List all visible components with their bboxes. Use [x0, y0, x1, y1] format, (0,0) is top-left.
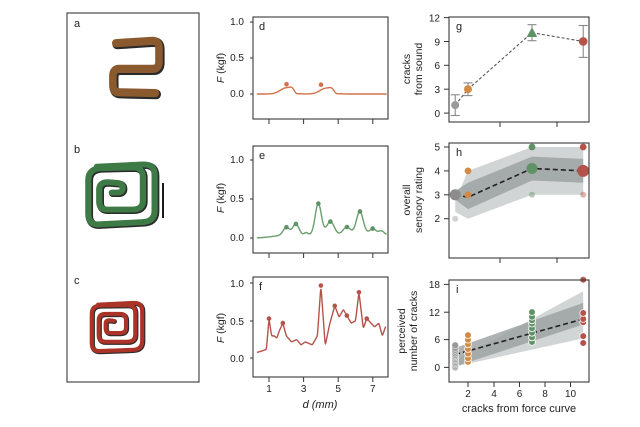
svg-text:number of cracks: number of cracks	[408, 291, 420, 372]
svg-text:a: a	[74, 18, 81, 30]
svg-text:5: 5	[434, 143, 440, 154]
svg-text:10: 10	[565, 389, 577, 400]
svg-text:6: 6	[434, 61, 440, 72]
svg-text:2: 2	[465, 389, 471, 400]
svg-text:3: 3	[301, 384, 307, 395]
svg-text:i: i	[456, 284, 458, 296]
svg-text:cracks: cracks	[401, 54, 413, 84]
svg-text:8: 8	[542, 389, 548, 400]
svg-text:6: 6	[434, 335, 440, 346]
svg-text:F (kgf): F (kgf)	[215, 183, 227, 213]
svg-text:0.0: 0.0	[230, 354, 244, 365]
svg-text:0.0: 0.0	[230, 233, 244, 244]
svg-text:0: 0	[434, 109, 440, 120]
svg-text:cracks from force curve: cracks from force curve	[462, 403, 576, 415]
svg-text:g: g	[456, 21, 462, 33]
svg-text:2: 2	[434, 214, 440, 225]
svg-text:h: h	[456, 147, 462, 159]
svg-text:4: 4	[434, 166, 440, 177]
svg-text:1.0: 1.0	[230, 279, 244, 290]
svg-text:1: 1	[266, 384, 272, 395]
svg-text:12: 12	[429, 14, 441, 25]
svg-text:4: 4	[491, 389, 497, 400]
svg-text:d: d	[259, 21, 265, 33]
svg-text:1.0: 1.0	[230, 17, 244, 28]
svg-text:9: 9	[434, 37, 440, 48]
svg-text:7: 7	[370, 384, 376, 395]
svg-text:0.5: 0.5	[230, 53, 244, 64]
svg-text:0.0: 0.0	[230, 89, 244, 100]
svg-text:overall: overall	[401, 185, 413, 216]
svg-text:sensory rating: sensory rating	[413, 167, 425, 233]
svg-text:0: 0	[434, 363, 440, 374]
svg-text:b: b	[74, 144, 80, 156]
svg-text:c: c	[74, 275, 80, 287]
svg-text:perceived: perceived	[396, 308, 408, 354]
svg-text:F (kgf): F (kgf)	[215, 313, 227, 343]
svg-text:F (kgf): F (kgf)	[215, 53, 227, 83]
svg-text:5: 5	[335, 384, 341, 395]
svg-text:e: e	[259, 150, 265, 162]
svg-text:0.5: 0.5	[230, 194, 244, 205]
svg-text:from sound: from sound	[413, 43, 425, 96]
svg-text:1.0: 1.0	[230, 155, 244, 166]
svg-text:0.5: 0.5	[230, 317, 244, 328]
svg-text:12: 12	[429, 308, 441, 319]
svg-text:3: 3	[434, 85, 440, 96]
svg-text:6: 6	[517, 389, 523, 400]
svg-text:18: 18	[429, 280, 441, 291]
svg-text:3: 3	[434, 190, 440, 201]
svg-text:d (mm): d (mm)	[303, 399, 338, 411]
